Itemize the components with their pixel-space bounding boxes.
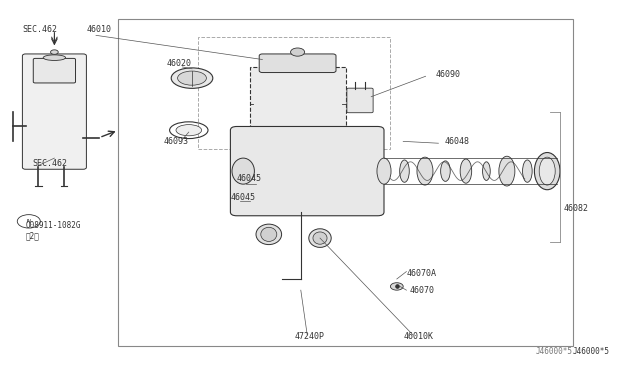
Ellipse shape xyxy=(44,55,66,61)
Text: 46010: 46010 xyxy=(86,25,111,34)
Ellipse shape xyxy=(417,157,433,185)
Text: 46070A: 46070A xyxy=(406,269,436,278)
Ellipse shape xyxy=(534,153,560,190)
FancyBboxPatch shape xyxy=(259,54,336,73)
Bar xyxy=(250,67,346,141)
Ellipse shape xyxy=(256,224,282,245)
Text: SEC.462: SEC.462 xyxy=(22,25,58,34)
Ellipse shape xyxy=(176,125,202,136)
Ellipse shape xyxy=(499,156,515,186)
FancyBboxPatch shape xyxy=(33,58,76,83)
Text: 47240P: 47240P xyxy=(294,332,324,341)
Text: J46000*5: J46000*5 xyxy=(536,347,573,356)
Text: 46045: 46045 xyxy=(230,193,255,202)
Text: 46082: 46082 xyxy=(563,204,588,213)
Ellipse shape xyxy=(261,227,277,241)
Ellipse shape xyxy=(390,283,403,290)
Text: 46045: 46045 xyxy=(237,174,262,183)
Ellipse shape xyxy=(440,161,451,182)
Text: 46070: 46070 xyxy=(410,286,435,295)
Ellipse shape xyxy=(483,162,490,180)
Text: Ô08911-1082G
（2）: Ô08911-1082G （2） xyxy=(26,221,81,240)
Text: 46093: 46093 xyxy=(163,137,188,146)
Ellipse shape xyxy=(523,160,532,182)
Ellipse shape xyxy=(232,158,254,184)
Ellipse shape xyxy=(377,158,391,184)
Ellipse shape xyxy=(309,229,332,247)
Text: SEC.462: SEC.462 xyxy=(32,159,67,168)
Bar xyxy=(118,19,573,346)
Ellipse shape xyxy=(399,160,410,182)
Text: 46090: 46090 xyxy=(435,70,460,79)
Text: 46020: 46020 xyxy=(166,59,191,68)
Bar xyxy=(198,37,390,149)
Ellipse shape xyxy=(460,159,472,183)
Text: N: N xyxy=(27,219,31,224)
FancyBboxPatch shape xyxy=(230,126,384,216)
Text: 46048: 46048 xyxy=(445,137,470,146)
Ellipse shape xyxy=(540,157,556,185)
Ellipse shape xyxy=(172,68,212,89)
Text: J46000*5: J46000*5 xyxy=(573,347,610,356)
Ellipse shape xyxy=(178,71,206,85)
Ellipse shape xyxy=(51,50,58,54)
Ellipse shape xyxy=(313,232,327,244)
FancyBboxPatch shape xyxy=(22,54,86,169)
Ellipse shape xyxy=(291,48,305,56)
Text: 46010K: 46010K xyxy=(403,332,433,341)
FancyBboxPatch shape xyxy=(347,88,373,113)
